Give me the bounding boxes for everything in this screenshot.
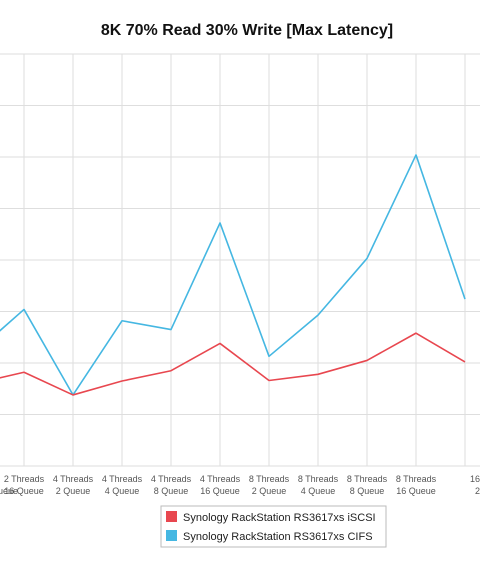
x-tick-label: 8 Threads [396,474,437,484]
x-tick-label: ueue [0,486,18,496]
chart-title: 8K 70% Read 30% Write [Max Latency] [101,22,393,39]
x-tick-label: 8 Threads [249,474,290,484]
x-tick-label: 2 [475,486,480,496]
x-tick-label: 4 Threads [53,474,94,484]
x-tick-label: 4 Queue [301,486,336,496]
legend-label-cifs: Synology RackStation RS3617xs CIFS [183,531,373,543]
x-tick-label: 4 Queue [105,486,140,496]
x-tick-label: 16 Queue [4,486,44,496]
x-tick-label: 4 Threads [200,474,241,484]
x-tick-label: 2 Threads [4,474,45,484]
x-tick-label: 16 Queue [200,486,240,496]
legend-label-iscsi: Synology RackStation RS3617xs iSCSI [183,512,376,524]
x-tick-label: 2 Queue [252,486,287,496]
legend-swatch-cifs [166,530,177,541]
x-tick-label: 4 Threads [102,474,143,484]
x-axis-tick-labels: ueue 2 Threads 16 Queue 4 Threads 2 Queue 4 T… [0,474,480,496]
x-tick-label: 8 Threads [298,474,339,484]
legend: Synology RackStation RS3617xs iSCSI Syno… [160,505,387,548]
grid [0,53,480,467]
x-tick-label: 16 [470,474,480,484]
x-tick-label: 4 Threads [151,474,192,484]
x-tick-label: 2 Queue [56,486,91,496]
x-tick-label: 8 Queue [350,486,385,496]
x-tick-label: 8 Threads [347,474,388,484]
legend-swatch-iscsi [166,511,177,522]
x-tick-label: 8 Queue [154,486,189,496]
series-line-1 [0,154,466,396]
series-line-0 [0,332,466,396]
series-lines [0,154,466,396]
x-tick-label: 16 Queue [396,486,436,496]
legend-box [160,505,387,548]
